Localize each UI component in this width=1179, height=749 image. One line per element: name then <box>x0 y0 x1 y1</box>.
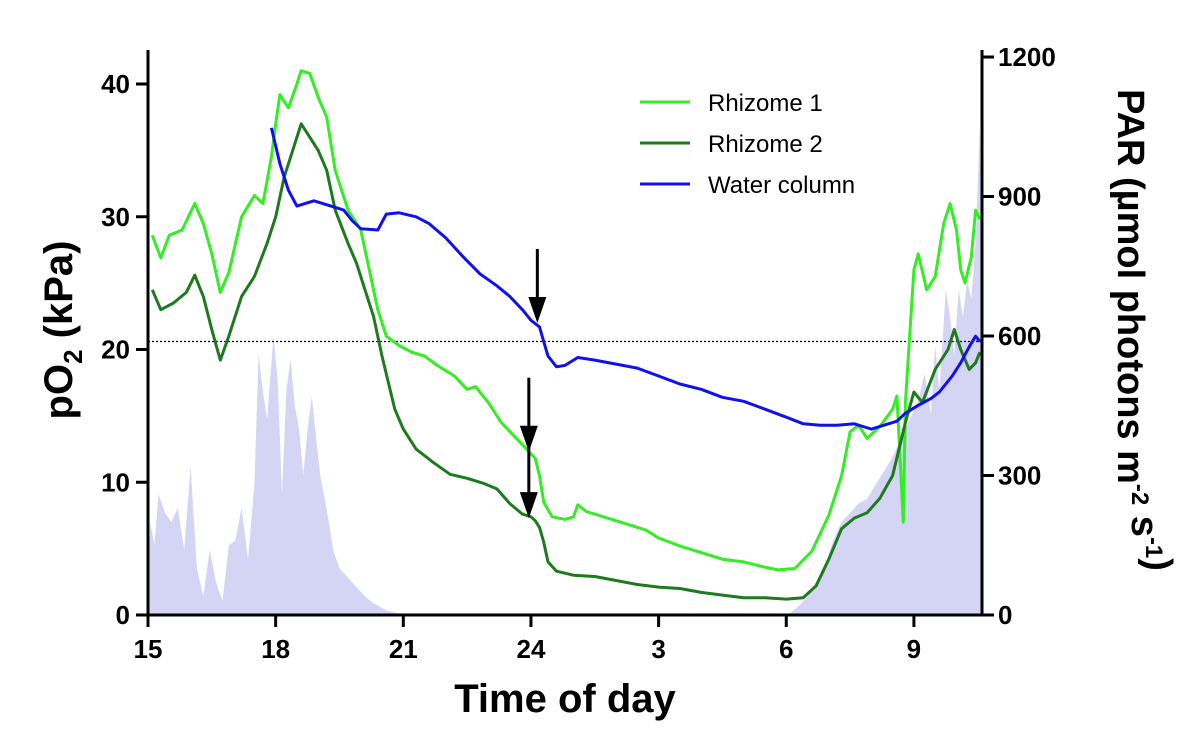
y-right-tick-label: 600 <box>998 321 1041 351</box>
y-left-tick-label: 20 <box>101 335 130 365</box>
y-right-tick-label: 1200 <box>998 42 1056 72</box>
y-left-tick-label: 10 <box>101 467 130 497</box>
x-tick-label: 24 <box>516 634 545 664</box>
y-axis-left-title: pO2 (kPa) <box>37 241 88 420</box>
arrow-head <box>519 425 538 452</box>
legend-label: Water column <box>708 172 855 199</box>
annotation-arrow <box>519 444 538 519</box>
annotation-arrow <box>519 377 538 452</box>
x-axis-title: Time of day <box>454 677 676 721</box>
par-area <box>148 126 982 615</box>
x-tick-label: 18 <box>261 634 290 664</box>
y-left-tick-label: 40 <box>101 69 130 99</box>
y-left-tick-label: 30 <box>101 202 130 232</box>
x-tick-label: 6 <box>779 634 793 664</box>
x-tick-label: 15 <box>134 634 163 664</box>
legend-label: Rhizome 1 <box>708 90 823 117</box>
arrow-head <box>528 296 547 323</box>
arrow-head <box>519 492 538 519</box>
axes-layer: 15 18 21 24 3 6 9 0 10 20 30 40 0 300 600 900 1200 <box>101 42 1056 664</box>
series-line-rhizome-1 <box>150 69 982 572</box>
y-right-tick-label: 0 <box>998 600 1012 630</box>
y-left-tick-label: 0 <box>116 600 130 630</box>
annotation-layer <box>519 248 547 519</box>
par-area-layer <box>148 126 982 615</box>
series-layer <box>150 69 982 601</box>
series-line-water-column <box>269 127 982 431</box>
legend: Rhizome 1 Rhizome 2 Water column <box>640 90 855 199</box>
x-tick-label: 3 <box>651 634 665 664</box>
x-tick-label: 21 <box>389 634 418 664</box>
annotation-arrow <box>528 248 547 323</box>
y-right-tick-label: 300 <box>998 461 1041 491</box>
y-axis-right-title: PAR (µmol photons m-2 s-1) <box>1109 89 1179 571</box>
legend-label: Rhizome 2 <box>708 131 823 158</box>
y-right-tick-label: 900 <box>998 182 1041 212</box>
x-tick-label: 9 <box>907 634 921 664</box>
series-line-rhizome-2 <box>150 122 982 601</box>
